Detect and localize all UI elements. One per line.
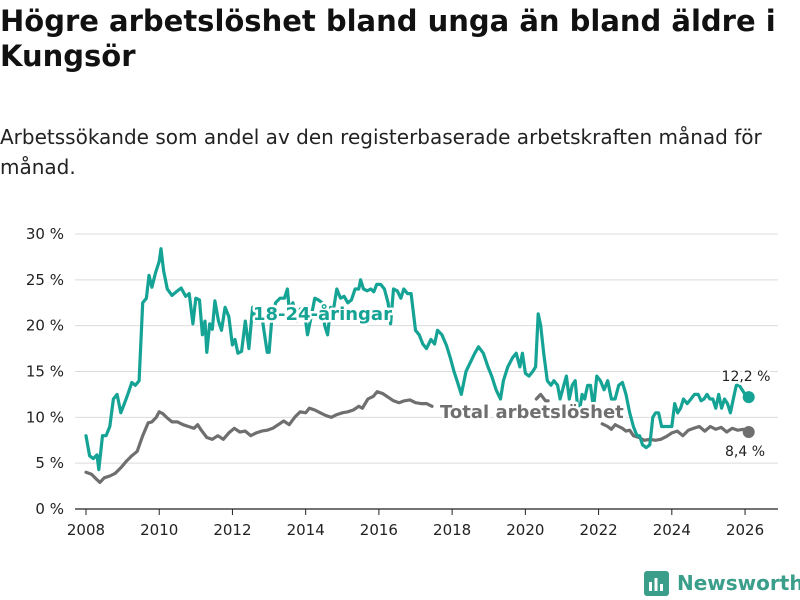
brand-name: Newsworthy	[677, 571, 800, 595]
brand-logo[interactable]: Newsworthy	[644, 568, 800, 598]
newsworthy-logo-icon	[644, 570, 669, 596]
end-marker-youth	[742, 391, 755, 404]
end-label-total-halo: 8,4 %	[725, 444, 765, 460]
x-tick-label: 2014	[287, 521, 325, 539]
chart-subtitle: Arbetssökande som andel av den registerb…	[0, 125, 762, 179]
end-marker-total	[742, 426, 755, 438]
x-tick-label: 2020	[506, 521, 544, 539]
axes: 0 % 5 % 10 % 15 % 20 % 25 % 30 % 2008 2010 2012 20…	[26, 225, 778, 539]
series-label-youth: 18-24-åringar	[253, 303, 392, 325]
x-tick-label: 2022	[579, 521, 617, 539]
line-chart: 0 % 5 % 10 % 15 % 20 % 25 % 30 % 2008 2010 2012 20…	[26, 225, 778, 539]
chart-title: Högre arbetslöshet bland unga än bland ä…	[0, 4, 776, 73]
y-tick-label: 25 %	[26, 271, 64, 289]
series-line-total	[84, 390, 434, 484]
x-tick-label: 2008	[67, 521, 105, 539]
x-tick-label: 2018	[433, 521, 471, 539]
series-line-total-late-1	[534, 392, 550, 403]
y-tick-label: 0 %	[35, 500, 64, 518]
end-label-total: 8,4 %	[725, 444, 765, 460]
x-tick-label: 2024	[653, 521, 691, 539]
y-tick-label: 5 %	[35, 454, 64, 472]
y-tick-label: 10 %	[26, 408, 64, 426]
series-label-youth-halo: 18-24-åringar	[253, 303, 392, 325]
y-tick-label: 30 %	[26, 225, 64, 243]
series-label-total-halo: Total arbetslöshet	[440, 402, 624, 423]
x-tick-label: 2012	[213, 521, 251, 539]
gridlines	[75, 233, 778, 464]
series-lines	[84, 247, 755, 484]
x-tick-label: 2016	[360, 521, 398, 539]
series-line-total-late-2	[600, 422, 751, 442]
x-tick-label: 2010	[140, 521, 178, 539]
x-tick-label: 2026	[726, 521, 764, 539]
y-tick-label: 20 %	[26, 317, 64, 335]
series-label-total: Total arbetslöshet	[440, 402, 624, 423]
end-label-youth: 12,2 %	[722, 369, 771, 385]
end-label-youth-halo: 12,2 %	[722, 369, 771, 385]
series-line-youth	[84, 247, 751, 472]
y-tick-label: 15 %	[26, 363, 64, 381]
